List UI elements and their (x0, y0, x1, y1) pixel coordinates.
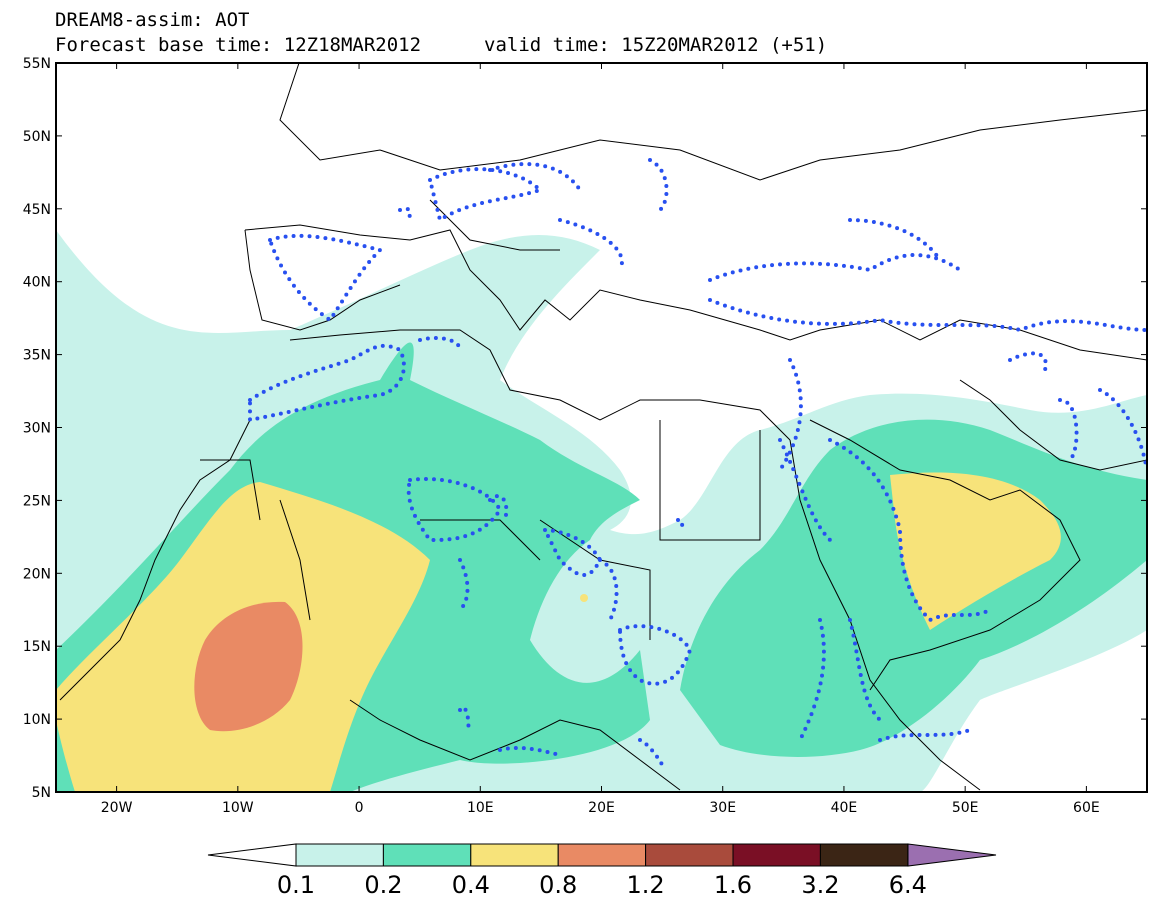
lat-label: 40N (23, 275, 51, 291)
colorbar-box (732, 843, 821, 867)
colorbar-box (819, 843, 909, 867)
colorbar: 0.1 0.2 0.4 0.8 1.2 1.6 3.2 6.4 (207, 843, 997, 899)
lon-label: 10W (222, 800, 254, 816)
colorbar-box (470, 843, 559, 867)
lon-label: 40E (831, 800, 858, 816)
colorbar-box (645, 843, 734, 867)
lon-label: 50E (952, 800, 979, 816)
lat-label: 45N (23, 202, 51, 218)
lon-label: 30E (709, 800, 736, 816)
colorbar-label: 0.8 (539, 871, 577, 899)
colorbar-box (295, 843, 384, 867)
lat-label: 5N (32, 785, 51, 801)
aot-field (56, 63, 1147, 792)
lon-label: 20W (101, 800, 133, 816)
lat-label: 10N (23, 712, 51, 728)
lat-label: 30N (23, 421, 51, 437)
lon-label: 60E (1073, 800, 1100, 816)
colorbar-boxes (295, 843, 909, 867)
lat-label: 55N (23, 56, 51, 72)
colorbar-label: 6.4 (889, 871, 927, 899)
colorbar-label: 3.2 (801, 871, 839, 899)
dotted-contours (248, 158, 1147, 772)
colorbar-box (382, 843, 472, 867)
colorbar-label: 0.2 (364, 871, 402, 899)
colorbar-label: 1.2 (627, 871, 665, 899)
valid-time: valid time: 15Z20MAR2012 (+51) (484, 34, 828, 56)
lat-label: 20N (23, 566, 51, 582)
colorbar-over-triangle (907, 843, 997, 867)
map-title: DREAM8-assim: AOT (55, 9, 250, 31)
colorbar-label: 0.4 (452, 871, 490, 899)
lon-label: 0 (355, 800, 364, 816)
lat-label: 25N (23, 493, 51, 509)
colorbar-label: 0.1 (277, 871, 315, 899)
lon-label: 20E (588, 800, 615, 816)
forecast-base-time: Forecast base time: 12Z18MAR2012 (55, 34, 422, 56)
colorbar-labels: 0.1 0.2 0.4 0.8 1.2 1.6 3.2 6.4 (277, 871, 927, 899)
lat-label: 50N (23, 129, 51, 145)
colorbar-box (557, 843, 647, 867)
longitude-axis: 20W 10W 0 10E 20E 30E 40E 50E 60E (101, 63, 1100, 816)
coastlines (59, 63, 1147, 791)
colorbar-under-triangle (207, 843, 297, 867)
aot-band-0.8 (194, 601, 303, 732)
colorbar-label: 1.6 (714, 871, 752, 899)
latitude-axis: 55N 50N 45N 40N 35N 30N 25N 20N 15N 10N 5N (23, 56, 1147, 801)
lon-label: 10E (467, 800, 494, 816)
lat-label: 15N (23, 639, 51, 655)
lat-label: 35N (23, 348, 51, 364)
